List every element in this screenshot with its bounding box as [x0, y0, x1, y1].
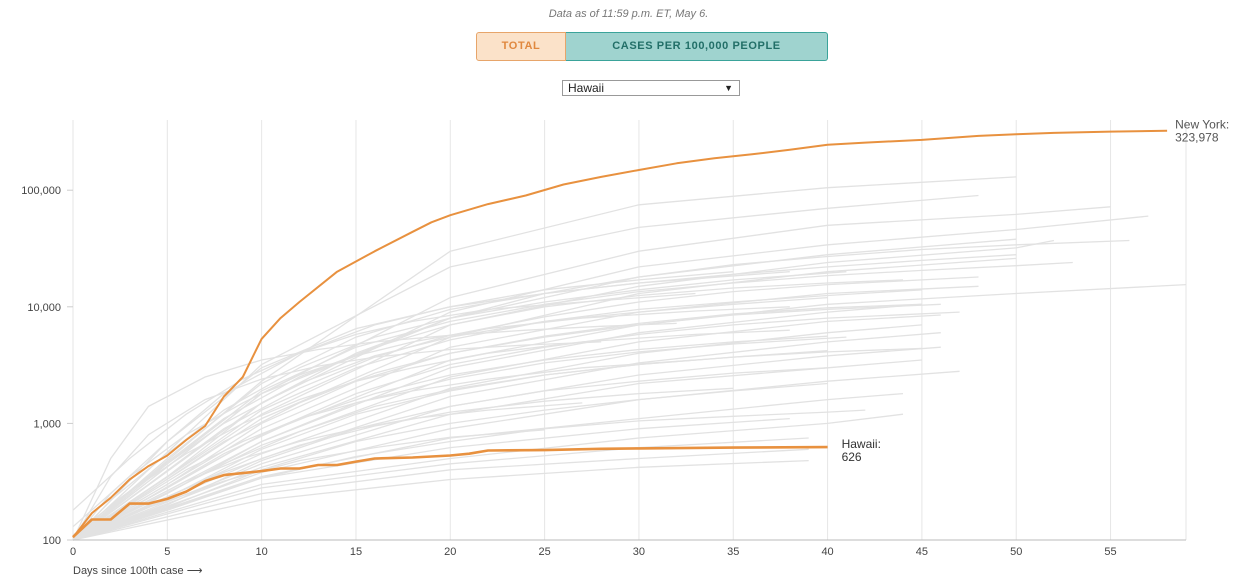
background-series-line: [72, 417, 790, 541]
background-series-line: [72, 429, 545, 541]
highlighted-series: [72, 129, 1168, 539]
background-series-line: [72, 459, 809, 541]
background-series-line: [72, 311, 960, 541]
background-series-line: [72, 292, 696, 511]
hawaii-end-label: Hawaii:: [842, 437, 881, 451]
hawaii-end-value: 626: [842, 450, 862, 464]
background-series-line: [72, 437, 809, 541]
per-capita-toggle-button[interactable]: CASES PER 100,000 PEOPLE: [566, 32, 828, 61]
new-york-series-line: [72, 129, 1168, 539]
x-tick-label: 55: [1104, 546, 1116, 558]
background-series-line: [72, 370, 960, 541]
background-series-line: [72, 448, 809, 541]
x-tick-label: 45: [916, 546, 928, 558]
state-select-value: Hawaii: [568, 81, 605, 95]
background-series-line: [72, 239, 1130, 541]
background-series-line: [72, 324, 922, 541]
y-tick-label: 100,000: [21, 185, 61, 197]
background-series-line: [72, 289, 922, 541]
x-tick-label: 40: [821, 546, 833, 558]
background-series-line: [72, 409, 866, 541]
background-series-line: [72, 261, 1073, 541]
background-series-line: [72, 341, 602, 541]
background-series-line: [72, 402, 583, 541]
background-series-line: [72, 347, 922, 541]
background-series-line: [72, 382, 828, 541]
x-tick-label: 30: [633, 546, 645, 558]
x-tick-label: 50: [1010, 546, 1022, 558]
new-york-end-label: New York:: [1175, 118, 1229, 132]
chart-labels: New York: 323,978 Hawaii: 626 Days since…: [73, 118, 1229, 577]
x-tick-label: 15: [350, 546, 362, 558]
y-tick-label: 100: [43, 535, 61, 547]
data-timestamp: Data as of 11:59 p.m. ET, May 6.: [548, 8, 709, 20]
new-york-end-value: 323,978: [1175, 131, 1219, 145]
metric-toggle: TOTAL CASES PER 100,000 PEOPLE: [476, 32, 828, 61]
background-series-line: [72, 332, 941, 541]
background-series-line: [72, 413, 904, 541]
background-series-line: [72, 335, 828, 541]
state-select[interactable]: Hawaii ▼: [562, 80, 740, 96]
background-series-line: [72, 306, 790, 528]
x-tick-label: 35: [727, 546, 739, 558]
background-series-line: [72, 283, 1187, 541]
y-tick-label: 10,000: [27, 302, 61, 314]
background-series-line: [72, 359, 696, 541]
hawaii-series-line: [72, 445, 828, 538]
x-tick-label: 10: [256, 546, 268, 558]
x-tick-label: 20: [444, 546, 456, 558]
y-tick-label: 1,000: [33, 418, 61, 430]
background-series-line: [72, 276, 979, 541]
x-tick-label: 5: [164, 546, 170, 558]
background-series-line: [72, 271, 847, 541]
background-series-line: [72, 303, 922, 541]
dropdown-arrow-icon: ▼: [724, 83, 733, 93]
total-toggle-button[interactable]: TOTAL: [476, 32, 566, 61]
background-series-line: [72, 194, 979, 541]
background-series-line: [72, 176, 1017, 541]
x-axis-label: Days since 100th case ⟶: [73, 565, 203, 577]
x-tick-label: 25: [538, 546, 550, 558]
x-tick-label: 0: [70, 546, 76, 558]
background-series-line: [72, 206, 1111, 541]
background-series: [72, 176, 1187, 541]
background-series-line: [72, 322, 677, 541]
background-series-line: [72, 279, 904, 541]
chart-axes: 0 5 10 15 20 25 30 35 40 45 50 55 100 1,000 10,000 100,…: [21, 185, 1186, 558]
background-series-line: [72, 239, 1055, 541]
background-series-line: [72, 215, 1149, 541]
background-series-line: [72, 387, 734, 541]
background-series-line: [72, 303, 922, 541]
background-series-line: [72, 238, 1017, 541]
